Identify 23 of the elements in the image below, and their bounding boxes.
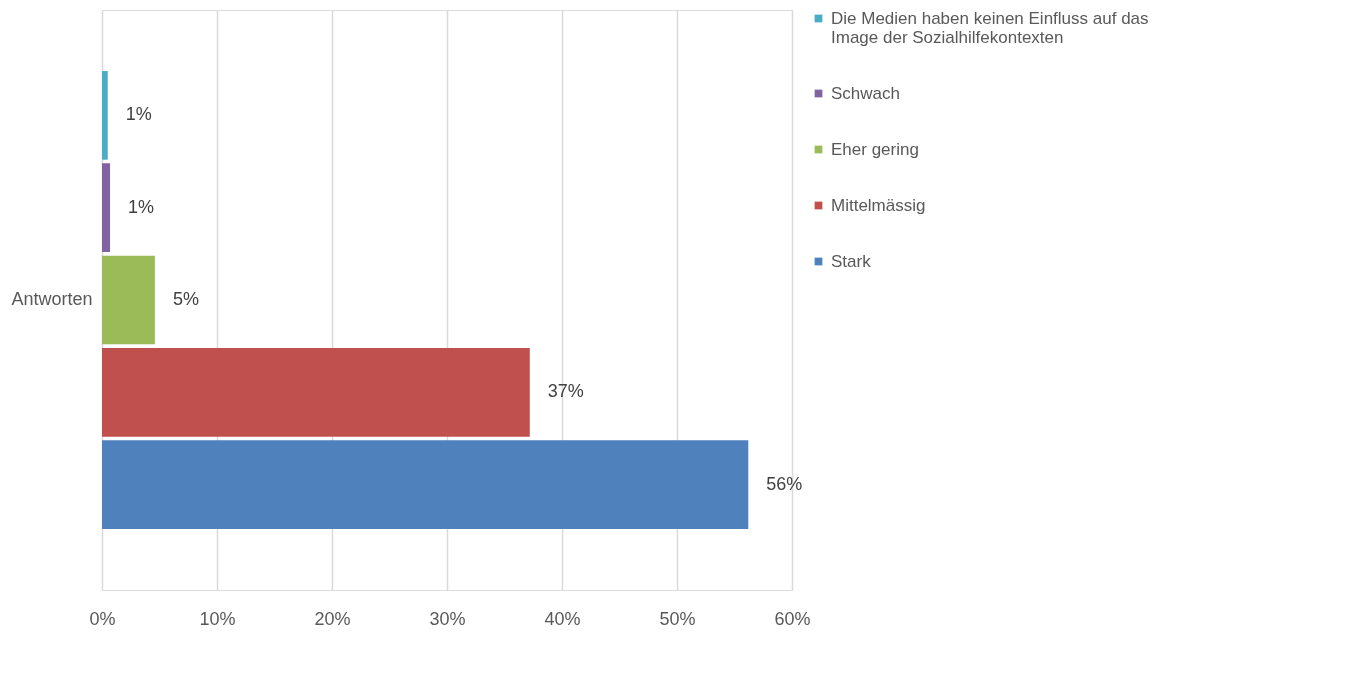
legend-label: Mittelmässig [831, 195, 926, 215]
y-tick-label: Antworten [11, 289, 93, 309]
data-label: 1% [125, 104, 152, 125]
legend-label: Stark [831, 251, 872, 271]
legend-label: Schwach [831, 83, 900, 103]
legend-label: Die Medien haben keinen Einfluss auf das Image der Sozialhilfekontexten [831, 8, 1149, 47]
x-tick-label: 30% [429, 608, 466, 629]
x-tick-label: 60% [774, 608, 811, 629]
bar [102, 348, 530, 437]
data-label: 1% [128, 196, 155, 217]
data-label: 5% [172, 289, 199, 309]
data-label: 56% [766, 473, 803, 494]
bar [102, 71, 108, 160]
bar [102, 440, 749, 529]
x-tick-label: 10% [199, 608, 236, 629]
bar [102, 163, 111, 252]
x-tick-label: 0% [89, 608, 116, 629]
x-tick-label: 40% [544, 608, 581, 629]
x-tick-label: 20% [314, 608, 351, 629]
legend-label: Eher gering [831, 139, 919, 159]
data-label: 37% [547, 381, 584, 402]
x-tick-label: 50% [659, 608, 696, 629]
bar [102, 255, 155, 345]
